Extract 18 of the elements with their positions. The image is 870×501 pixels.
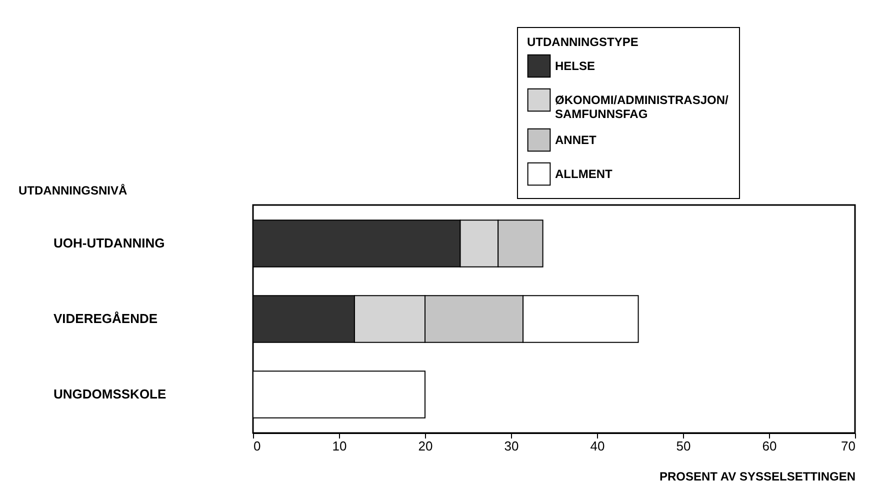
x-tick-label: 20 (418, 438, 433, 454)
x-tick-label: 30 (504, 438, 519, 454)
y-tick-label: UNGDOMSSKOLE (54, 386, 166, 402)
legend-label: ALLMENT (555, 167, 613, 181)
x-tick-label: 0 (254, 438, 261, 454)
x-tick-label: 40 (590, 438, 605, 454)
y-axis-title: UTDANNINGSNIVÅ (18, 184, 128, 198)
legend-label: ANNET (555, 133, 597, 147)
x-tick-label: 50 (676, 438, 691, 454)
x-tick-label: 70 (841, 438, 856, 454)
legend-label: ØKONOMI/ADMINISTRASJON/ SAMFUNNSFAG (555, 93, 730, 121)
x-tick-label: 60 (762, 438, 777, 454)
x-tick-label: 10 (332, 438, 347, 454)
legend-title: UTDANNINGSTYPE (527, 35, 638, 49)
y-tick-label: VIDEREGÅENDE (54, 311, 158, 326)
y-tick-label: UOH-UTDANNING (54, 236, 165, 251)
legend-label: HELSE (555, 59, 596, 73)
x-axis-title: PROSENT AV SYSSELSETTINGEN (659, 470, 856, 484)
